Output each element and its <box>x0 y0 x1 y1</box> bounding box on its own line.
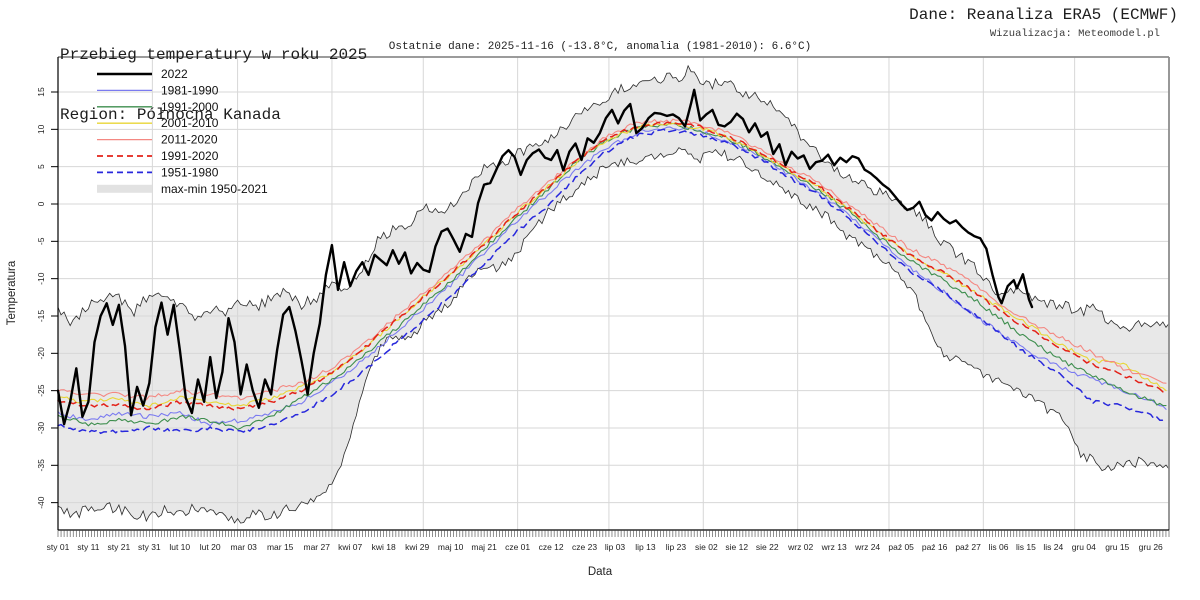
legend: 2022 1981-1990 1991-2000 2001-2010 2011-2020… <box>97 67 268 196</box>
x-tick-label: sty 11 <box>77 542 99 552</box>
x-tick-label: sie 22 <box>756 542 779 552</box>
y-tick-label: -35 <box>36 459 46 472</box>
y-tick-label: -10 <box>36 272 46 285</box>
data-source-label: Dane: Reanaliza ERA5 (ECMWF) <box>909 6 1178 24</box>
x-tick-label: lis 15 <box>1016 542 1036 552</box>
data-series <box>56 88 1167 435</box>
x-tick-label: lut 20 <box>200 542 221 552</box>
x-tick-label: mar 27 <box>303 542 330 552</box>
x-tick-label: maj 21 <box>471 542 497 552</box>
gridlines <box>58 57 1169 530</box>
x-tick-label: lut 10 <box>169 542 190 552</box>
legend-band-sample <box>97 184 152 193</box>
legend-label: 2001-2010 <box>161 116 219 130</box>
axes <box>57 56 1170 531</box>
legend-label: 1991-2000 <box>161 100 219 114</box>
x-tick-label: cze 23 <box>572 542 597 552</box>
y-tick-label: -15 <box>36 310 46 323</box>
y-tick-label: -30 <box>36 422 46 435</box>
x-tick-label: sie 02 <box>695 542 718 552</box>
series-1981-1990 <box>57 126 1167 427</box>
y-axis-title: Temperatura <box>6 260 18 326</box>
x-tick-label: lip 23 <box>666 542 687 552</box>
band-max-edge <box>57 64 1170 332</box>
page-title: Przebieg temperatury w roku 2025 <box>60 46 368 64</box>
x-tick-label: sty 31 <box>138 542 161 552</box>
legend-label: 1951-1980 <box>161 165 219 179</box>
series-2011-2020 <box>57 118 1167 401</box>
x-tick-label: mar 15 <box>267 542 294 552</box>
band-edges <box>57 64 1170 524</box>
legend-item-2011-2020: 2011-2020 <box>97 133 218 147</box>
x-tick-label: lip 13 <box>635 542 656 552</box>
legend-item-2001-2010: 2001-2010 <box>97 116 219 130</box>
x-tick-label: paź 27 <box>955 542 981 552</box>
y-tick-label: -40 <box>36 496 46 509</box>
legend-label: 2022 <box>161 67 188 81</box>
band-fill <box>58 65 1169 524</box>
y-tick-label: -25 <box>36 384 46 397</box>
y-axis-ticks: 15 10 5 0 -5 -10 -15 -20 -25 -30 -35 -40 <box>36 87 58 509</box>
legend-item-1951-1980: 1951-1980 <box>97 165 219 179</box>
x-tick-label: cze 12 <box>539 542 564 552</box>
x-tick-label: lip 03 <box>605 542 626 552</box>
x-tick-label: kwi 29 <box>405 542 429 552</box>
series-1991-2020 <box>57 121 1167 412</box>
x-tick-label: kwi 07 <box>338 542 362 552</box>
x-tick-label: mar 03 <box>230 542 257 552</box>
x-tick-label: kwi 18 <box>372 542 396 552</box>
x-axis-title: Data <box>587 566 613 578</box>
legend-item-1981-1990: 1981-1990 <box>97 83 219 97</box>
series-2022 <box>56 88 1034 426</box>
max-min-band <box>58 65 1169 524</box>
x-tick-label: wrz 13 <box>821 542 847 552</box>
legend-item-1991-2000: 1991-2000 <box>97 100 219 114</box>
x-tick-label: sie 12 <box>725 542 748 552</box>
x-tick-label: paź 05 <box>888 542 914 552</box>
x-tick-label: sty 01 <box>47 542 70 552</box>
y-tick-label: -20 <box>36 347 46 360</box>
legend-item-max-min 1950-2021: max-min 1950-2021 <box>97 182 268 196</box>
x-axis-ticks: sty 01 sty 11 sty 21 sty 31 lut 10 lut 20 mar … <box>47 530 1170 552</box>
legend-label: 2011-2020 <box>161 133 218 147</box>
x-tick-label: lis 06 <box>989 542 1009 552</box>
x-tick-label: sty 21 <box>108 542 131 552</box>
x-tick-label: gru 15 <box>1105 542 1129 552</box>
y-tick-label: 5 <box>36 164 46 169</box>
y-tick-label: -5 <box>36 237 46 245</box>
x-tick-label: wrz 24 <box>854 542 880 552</box>
x-tick-label: cze 01 <box>505 542 530 552</box>
x-tick-label: gru 04 <box>1072 542 1096 552</box>
legend-label: 1981-1990 <box>161 83 219 97</box>
band-min-edge <box>57 147 1170 524</box>
x-tick-label: lis 24 <box>1043 542 1063 552</box>
y-tick-label: 0 <box>36 201 46 206</box>
x-tick-label: maj 10 <box>438 542 464 552</box>
series-1951-1980 <box>57 128 1167 435</box>
last-data-subtitle: Ostatnie dane: 2025-11-16 (-13.8°C, anom… <box>388 41 812 53</box>
visualization-credit: Wizualizacja: Meteomodel.pl <box>989 28 1160 40</box>
legend-label: max-min 1950-2021 <box>161 182 268 196</box>
chart-title-block: Przebieg temperatury w roku 2025 Region:… <box>60 5 367 165</box>
legend-label: 1991-2020 <box>161 149 219 163</box>
legend-item-2022: 2022 <box>97 67 188 81</box>
region-subtitle: Region: Północna Kanada <box>60 106 281 124</box>
series-1991-2000 <box>57 122 1167 430</box>
legend-item-1991-2020: 1991-2020 <box>97 149 219 163</box>
y-tick-label: 15 <box>36 87 46 97</box>
x-tick-label: paź 16 <box>922 542 948 552</box>
x-tick-label: wrz 02 <box>787 542 813 552</box>
x-tick-label: gru 26 <box>1139 542 1163 552</box>
y-tick-label: 10 <box>36 124 46 134</box>
